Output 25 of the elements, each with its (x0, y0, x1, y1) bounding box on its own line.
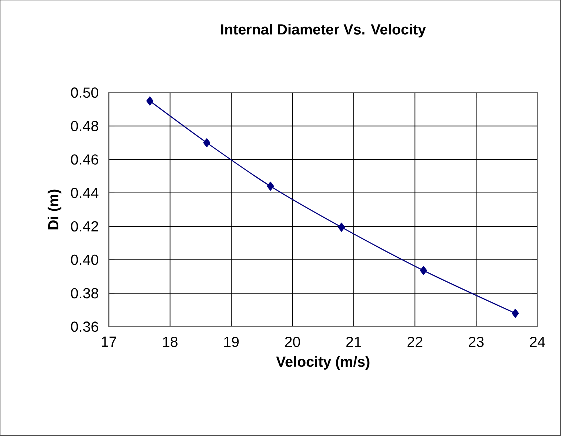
y-tick-label: 0.50 (71, 88, 98, 98)
y-tick-label: 0.36 (71, 322, 98, 332)
y-tick-label: 0.40 (71, 254, 98, 266)
chart-title: Internal Diameter Vs. Velocity (221, 24, 426, 38)
x-tick-label: 18 (163, 336, 178, 348)
x-tick-label: 21 (346, 336, 362, 348)
y-tick-label: 0.48 (71, 121, 98, 132)
y-tick-label: 0.38 (71, 288, 98, 299)
x-tick-label: 24 (530, 336, 546, 348)
x-tick-label: 19 (224, 336, 239, 348)
point (204, 138, 211, 148)
y-tick-label: 0.42 (71, 221, 98, 232)
point (146, 96, 154, 106)
y-tick-label: 0.44 (71, 188, 99, 198)
x-tick-label: 22 (408, 336, 423, 348)
point (338, 222, 346, 232)
y-axis-title: Di (m) (48, 190, 62, 230)
point (420, 266, 428, 276)
point (512, 309, 520, 318)
point (267, 182, 274, 191)
x-tick-label: 17 (102, 336, 116, 347)
y-tick-label: 0.46 (71, 154, 98, 165)
x-tick-label: 23 (469, 336, 484, 348)
x-axis-title: Velocity (m/s) (276, 356, 370, 370)
x-tick-label: 20 (285, 336, 300, 348)
